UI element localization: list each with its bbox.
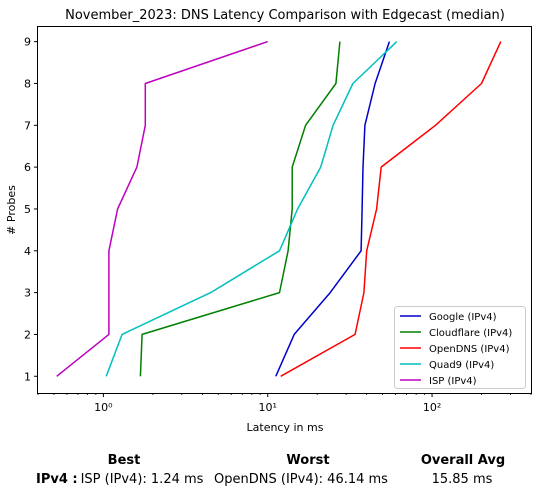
legend-entry: Cloudflare (IPv4)	[429, 328, 512, 339]
y-axis: 1 2 3 4 5 6 7 8 9	[24, 36, 38, 384]
y-tick-label: 9	[24, 36, 31, 49]
y-tick-label: 8	[24, 77, 31, 90]
legend-entry: Quad9 (IPv4)	[429, 360, 494, 371]
series-line-quad9-ipv4	[106, 42, 397, 377]
legend-entry: ISP (IPv4)	[429, 376, 477, 387]
x-tick-label: 10²	[423, 401, 441, 414]
y-tick-label: 5	[24, 203, 31, 216]
chart-title: November_2023: DNS Latency Comparison wi…	[65, 8, 505, 23]
best-value: ISP (IPv4): 1.24 ms	[81, 472, 204, 487]
summary-table: Best Worst Overall Avg IPv4 : ISP (IPv4)…	[0, 448, 541, 496]
legend-entry: Google (IPv4)	[429, 312, 497, 323]
y-tick-label: 4	[24, 245, 31, 258]
y-tick-label: 2	[24, 328, 31, 341]
y-tick-label: 1	[24, 370, 31, 383]
ipv4-row-label: IPv4 :	[36, 472, 78, 487]
legend: Google (IPv4) Cloudflare (IPv4) OpenDNS (I…	[395, 307, 526, 389]
y-axis-label: # Probes	[5, 185, 18, 235]
y-tick-label: 6	[24, 161, 31, 174]
x-axis: 10⁰ 10¹ 10²	[38, 393, 531, 414]
y-tick-label: 7	[24, 119, 31, 132]
x-tick-label: 10¹	[259, 401, 277, 414]
y-tick-label: 3	[24, 287, 31, 300]
worst-value: OpenDNS (IPv4): 46.14 ms	[214, 472, 388, 487]
avg-value: 15.85 ms	[432, 472, 493, 487]
x-tick-label: 10⁰	[94, 401, 113, 414]
avg-header: Overall Avg	[421, 453, 505, 468]
series-line-isp-ipv4	[57, 42, 268, 377]
latency-chart: November_2023: DNS Latency Comparison wi…	[0, 0, 541, 440]
best-header: Best	[108, 453, 141, 468]
x-axis-label: Latency in ms	[247, 421, 324, 434]
worst-header: Worst	[286, 453, 329, 468]
legend-entry: OpenDNS (IPv4)	[429, 344, 510, 355]
series-line-cloudflare-ipv4	[140, 42, 340, 377]
